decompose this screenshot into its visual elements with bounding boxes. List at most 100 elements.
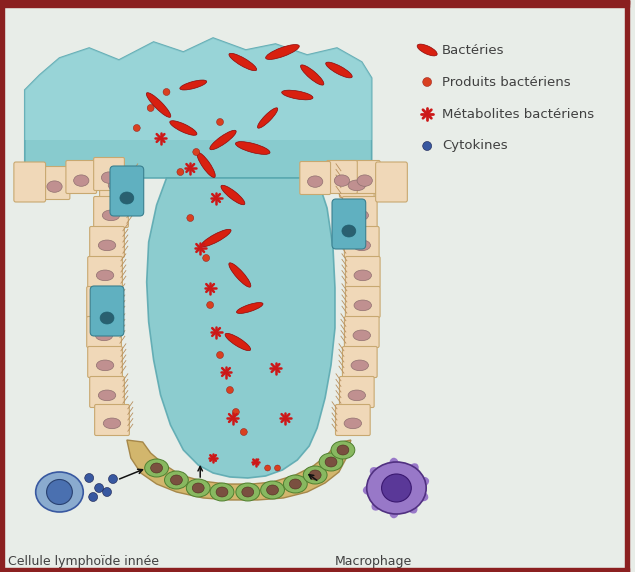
- FancyBboxPatch shape: [100, 166, 134, 197]
- Ellipse shape: [95, 330, 113, 341]
- Circle shape: [217, 118, 224, 125]
- Ellipse shape: [265, 45, 299, 59]
- Ellipse shape: [225, 333, 251, 351]
- Circle shape: [206, 301, 213, 308]
- Text: Cytokines: Cytokines: [442, 140, 507, 153]
- Ellipse shape: [290, 479, 301, 489]
- Circle shape: [187, 214, 194, 221]
- FancyBboxPatch shape: [342, 347, 377, 378]
- FancyBboxPatch shape: [95, 404, 130, 435]
- FancyBboxPatch shape: [14, 162, 46, 202]
- Ellipse shape: [304, 466, 327, 484]
- FancyBboxPatch shape: [332, 199, 366, 249]
- Text: Cellule lymphoïde innée: Cellule lymphoïde innée: [8, 555, 159, 568]
- Ellipse shape: [186, 479, 210, 497]
- Ellipse shape: [282, 90, 313, 100]
- Circle shape: [423, 77, 432, 86]
- Ellipse shape: [326, 62, 352, 78]
- Ellipse shape: [236, 483, 260, 501]
- Ellipse shape: [74, 175, 89, 186]
- Circle shape: [84, 474, 93, 483]
- Circle shape: [103, 487, 112, 496]
- Ellipse shape: [102, 210, 120, 221]
- Circle shape: [232, 408, 239, 415]
- Ellipse shape: [102, 172, 117, 183]
- FancyBboxPatch shape: [344, 316, 379, 348]
- Circle shape: [423, 141, 432, 150]
- FancyBboxPatch shape: [90, 376, 124, 407]
- Ellipse shape: [344, 418, 361, 428]
- Text: Produits bactériens: Produits bactériens: [442, 76, 571, 89]
- Ellipse shape: [145, 459, 168, 477]
- Ellipse shape: [337, 445, 349, 455]
- Ellipse shape: [415, 491, 429, 501]
- Ellipse shape: [98, 240, 116, 251]
- Ellipse shape: [307, 176, 323, 187]
- Ellipse shape: [260, 481, 284, 499]
- Circle shape: [95, 483, 104, 492]
- Circle shape: [193, 149, 199, 156]
- Text: Métabolites bactériens: Métabolites bactériens: [442, 108, 594, 121]
- Circle shape: [163, 89, 170, 96]
- FancyBboxPatch shape: [87, 287, 121, 317]
- FancyBboxPatch shape: [88, 347, 123, 378]
- Ellipse shape: [309, 470, 321, 480]
- FancyBboxPatch shape: [93, 197, 128, 228]
- Ellipse shape: [229, 53, 257, 71]
- Ellipse shape: [95, 300, 113, 311]
- Ellipse shape: [389, 458, 399, 472]
- FancyBboxPatch shape: [342, 197, 377, 228]
- Bar: [0, 568, 629, 572]
- FancyBboxPatch shape: [326, 161, 358, 193]
- Ellipse shape: [300, 65, 324, 85]
- Bar: [0, 0, 629, 4]
- Ellipse shape: [334, 175, 349, 186]
- Ellipse shape: [104, 418, 121, 428]
- Text: Macrophage: Macrophage: [335, 555, 412, 568]
- Circle shape: [227, 387, 234, 394]
- Circle shape: [265, 465, 271, 471]
- FancyBboxPatch shape: [335, 404, 370, 435]
- Circle shape: [89, 492, 98, 502]
- Ellipse shape: [180, 80, 207, 90]
- Ellipse shape: [382, 474, 411, 502]
- Ellipse shape: [236, 142, 270, 154]
- Ellipse shape: [331, 441, 355, 459]
- Ellipse shape: [197, 153, 215, 177]
- Ellipse shape: [415, 477, 429, 487]
- Ellipse shape: [97, 360, 114, 371]
- Ellipse shape: [216, 487, 228, 497]
- Ellipse shape: [407, 463, 418, 476]
- Ellipse shape: [267, 485, 279, 495]
- FancyBboxPatch shape: [66, 161, 97, 193]
- FancyBboxPatch shape: [39, 166, 70, 200]
- Ellipse shape: [120, 192, 134, 204]
- Ellipse shape: [108, 180, 126, 190]
- FancyBboxPatch shape: [349, 161, 380, 193]
- Ellipse shape: [201, 229, 231, 247]
- Ellipse shape: [229, 263, 251, 287]
- Polygon shape: [25, 38, 371, 178]
- Circle shape: [177, 169, 184, 176]
- FancyBboxPatch shape: [340, 376, 374, 407]
- FancyBboxPatch shape: [90, 286, 124, 336]
- Ellipse shape: [351, 360, 368, 371]
- Polygon shape: [25, 38, 371, 140]
- Ellipse shape: [283, 475, 307, 493]
- FancyBboxPatch shape: [88, 256, 123, 288]
- Ellipse shape: [370, 467, 382, 479]
- Ellipse shape: [242, 487, 254, 497]
- Circle shape: [217, 352, 224, 359]
- Ellipse shape: [100, 312, 114, 324]
- Ellipse shape: [210, 483, 234, 501]
- FancyBboxPatch shape: [340, 166, 374, 197]
- Ellipse shape: [351, 210, 368, 221]
- FancyBboxPatch shape: [376, 162, 407, 202]
- Ellipse shape: [236, 303, 263, 313]
- Ellipse shape: [150, 463, 163, 473]
- FancyBboxPatch shape: [90, 227, 124, 257]
- Bar: [0, 0, 4, 572]
- Polygon shape: [147, 178, 335, 478]
- FancyBboxPatch shape: [345, 287, 380, 317]
- FancyBboxPatch shape: [300, 161, 331, 194]
